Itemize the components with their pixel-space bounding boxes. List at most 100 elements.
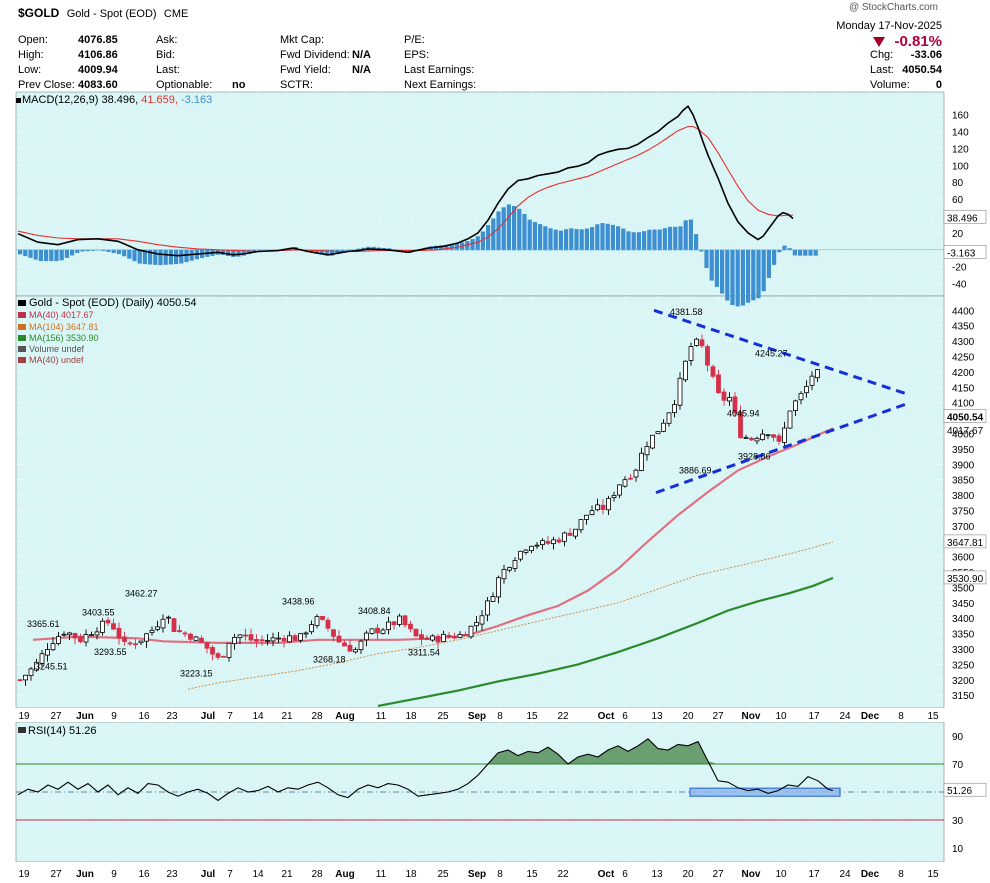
candle-body: [518, 550, 523, 560]
histogram-bar: [553, 229, 558, 251]
y-tick-label: 4150: [952, 383, 975, 394]
candle-body: [600, 504, 606, 510]
histogram-bar: [168, 249, 173, 265]
candle-body: [303, 632, 309, 635]
histogram-bar: [813, 249, 818, 256]
y-tick-label: 70: [952, 760, 964, 771]
histogram-bar: [543, 226, 548, 251]
price-legend-item: MA(156) 3530.90: [29, 333, 99, 343]
exchange: CME: [163, 8, 189, 20]
y-tick-label: 3600: [952, 553, 975, 564]
y-tick-label: 3500: [952, 583, 975, 594]
y-tick-label: 4400: [952, 306, 975, 317]
candle-body: [215, 653, 221, 658]
y-tick-label: 3450: [952, 599, 975, 610]
histogram-bar: [761, 249, 766, 292]
candle-body: [50, 643, 56, 651]
histogram-bar: [725, 249, 730, 301]
candle-body: [204, 642, 210, 649]
candle-body: [430, 635, 435, 641]
y-tick-label: 3750: [952, 506, 975, 517]
y-tick-label: 10: [952, 844, 964, 855]
candle-body: [182, 632, 188, 635]
histogram-bar: [605, 223, 610, 251]
histogram-bar: [49, 249, 54, 262]
histogram-bar: [148, 249, 153, 265]
x-tick-label: Oct: [598, 869, 615, 880]
x-tick-label: 15: [526, 869, 538, 880]
candle-body: [639, 452, 644, 471]
histogram-bar: [257, 249, 262, 251]
candle-body: [78, 636, 83, 643]
candle-body: [221, 655, 226, 658]
histogram-bar: [584, 228, 589, 251]
x-tick-label: Aug: [335, 711, 354, 722]
overbought-area: [18, 738, 833, 764]
candle-body: [622, 479, 628, 487]
x-tick-label: Nov: [742, 711, 761, 722]
histogram-bar: [75, 249, 80, 253]
y-tick-label: 4000: [952, 429, 975, 440]
candle-body: [787, 410, 793, 429]
quote-label: P/E:: [404, 34, 425, 46]
x-tick-label: 7: [227, 711, 233, 722]
histogram-bar: [652, 229, 657, 251]
histogram-bar: [184, 249, 189, 263]
histogram-bar: [80, 249, 85, 252]
candle-body: [809, 375, 815, 386]
histogram-bar: [70, 249, 75, 256]
histogram-bar: [590, 227, 595, 251]
candle-body: [358, 640, 364, 651]
candle-body: [364, 632, 369, 641]
histogram-bar: [512, 206, 517, 251]
price-annotation: 3268.18: [313, 655, 346, 665]
candle-body: [584, 514, 589, 520]
candle-body: [199, 637, 204, 643]
quote-label: Prev Close:: [18, 79, 75, 91]
x-tick-label: 27: [50, 711, 62, 722]
candle-body: [254, 639, 259, 642]
legend-swatch: [18, 346, 26, 352]
x-axis-strip: [0, 708, 990, 722]
x-tick-label: 14: [252, 711, 264, 722]
last-value-box: [943, 782, 987, 797]
x-tick-label: 20: [682, 711, 694, 722]
price-legend-item: Gold - Spot (EOD) (Daily) 4050.54: [29, 297, 197, 309]
y-tick-label: 3150: [952, 691, 975, 702]
x-tick-label: 7: [227, 869, 233, 880]
candle-body: [567, 532, 573, 536]
histogram-bar: [444, 245, 449, 251]
histogram-bar: [101, 249, 106, 251]
quote-label: EPS:: [404, 49, 430, 61]
y-tick-label: 4200: [952, 368, 975, 379]
candle-body: [793, 400, 798, 411]
histogram-bar: [740, 249, 745, 306]
histogram-bar: [787, 248, 792, 251]
x-tick-label: 18: [405, 869, 417, 880]
candle-body: [699, 339, 705, 347]
histogram-bar: [668, 226, 673, 251]
histogram-bar: [595, 224, 600, 251]
candle-body: [754, 437, 760, 442]
quote-label: Mkt Cap:: [280, 34, 325, 46]
histogram-bar: [116, 249, 121, 255]
candle-body: [798, 393, 804, 401]
histogram-bar: [673, 226, 678, 251]
macd-line: [17, 104, 794, 257]
price-annotation: 4245.27: [755, 349, 788, 359]
x-tick-label: 27: [712, 869, 724, 880]
histogram-bar: [621, 228, 626, 251]
x-tick-label: Jul: [201, 711, 216, 722]
quote-value: 4076.85: [78, 34, 118, 46]
candle-body: [661, 422, 666, 432]
x-tick-label: 22: [557, 711, 569, 722]
histogram-bar: [688, 219, 693, 251]
candle-body: [705, 346, 710, 366]
price-annotation: 3886.69: [679, 466, 712, 476]
candle-body: [28, 668, 34, 676]
histogram-bar: [486, 225, 491, 251]
histogram-bar: [626, 231, 631, 251]
x-tick-label: 19: [18, 869, 30, 880]
candle-body: [155, 626, 160, 630]
